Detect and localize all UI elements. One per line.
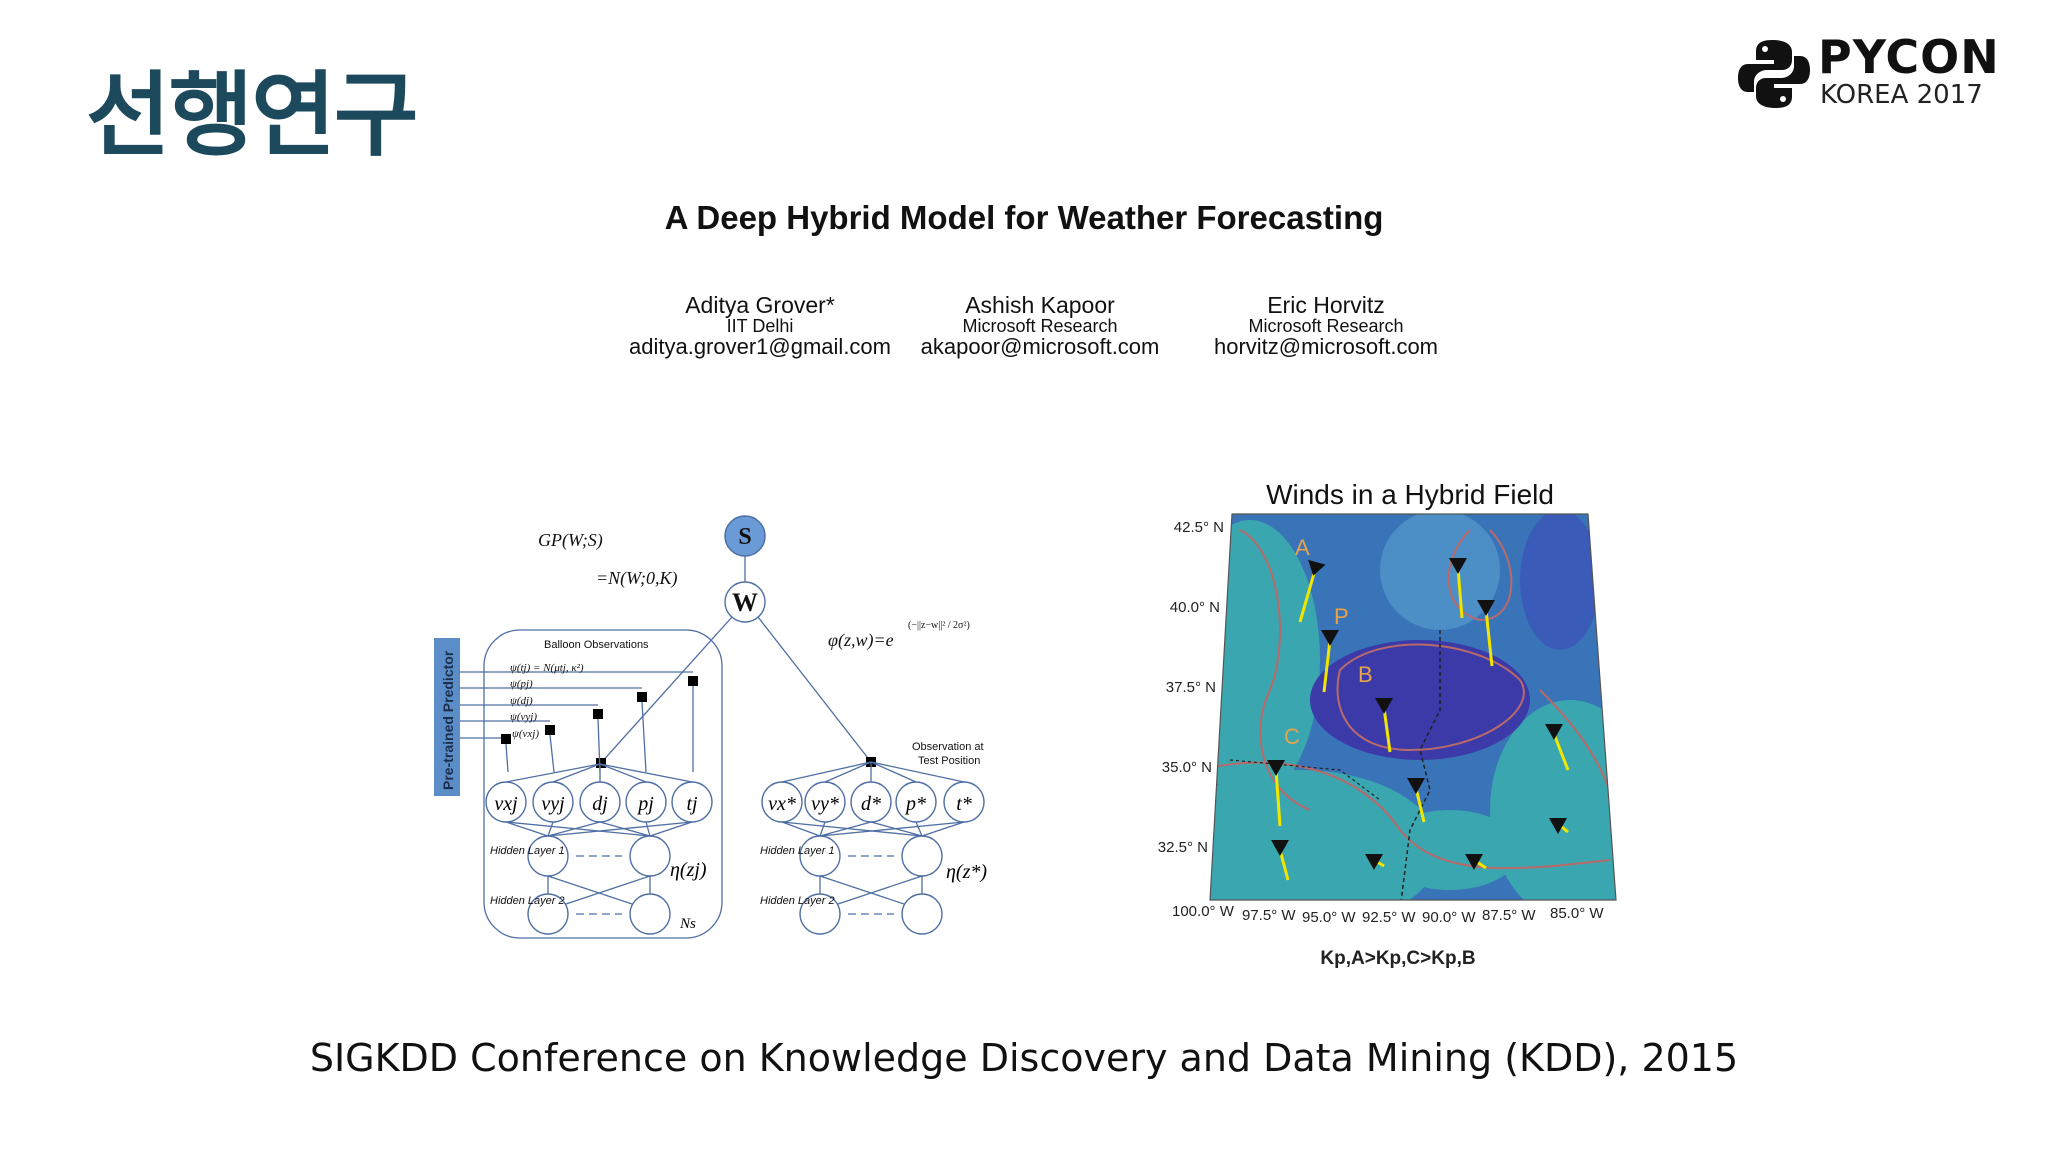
lon-label-2: 97.5° W — [1242, 907, 1296, 924]
test-title-1: Observation at — [912, 741, 984, 753]
node-w-label: W — [732, 588, 758, 617]
wind-arrows — [1267, 558, 1570, 881]
node-vy-label: vyj — [541, 793, 565, 815]
author-affiliation: Microsoft Research — [962, 316, 1118, 336]
kernel-exponent: (−||z−w||² / 2σ²) — [908, 620, 970, 631]
point-c: C — [1284, 724, 1300, 749]
lon-label-3: 95.0° W — [1302, 909, 1356, 926]
hidden2-right: Hidden Layer 2 — [760, 895, 835, 907]
psi-label-t: ψ(tj) = N(μtj, κ²) — [510, 662, 584, 674]
node-p-label: pj — [636, 793, 654, 815]
lon-label-1: 100.0° W — [1172, 903, 1235, 920]
pretrained-label: Pre-trained Predictor — [440, 650, 456, 790]
lat-label-4: 35.0° N — [1162, 759, 1212, 776]
psi-lines — [460, 671, 698, 773]
test-d-label: d* — [861, 793, 881, 815]
hidden2-left: Hidden Layer 2 — [490, 895, 565, 907]
wind-field-map: Winds in a Hybrid Field A P — [1158, 479, 1617, 969]
test-nodes — [761, 781, 985, 823]
logo-subtitle: KOREA 2017 — [1820, 80, 1983, 110]
test-title-2: Test Position — [918, 755, 980, 767]
lat-label-2: 40.0° N — [1170, 599, 1220, 616]
lon-label-4: 92.5° W — [1362, 909, 1416, 926]
lon-label-6: 87.5° W — [1482, 907, 1536, 924]
node-d-label: dj — [592, 793, 608, 815]
test-node-lines — [781, 761, 965, 783]
lat-label-3: 37.5° N — [1166, 679, 1216, 696]
test-t-label: t* — [956, 793, 972, 815]
gp-label: GP(W;S) — [538, 530, 603, 551]
author-1: Aditya Grover* IIT Delhi aditya.grover1@… — [600, 293, 920, 358]
lon-label-7: 85.0° W — [1550, 905, 1604, 922]
eta-star-label: η(z*) — [946, 861, 987, 883]
pretrained-bar — [434, 638, 460, 796]
hybrid-model-diagram: .ln{stroke:#4f6fa5;stroke-width:1.3;fill… — [434, 515, 987, 939]
author-affiliation: IIT Delhi — [726, 316, 794, 336]
pycon-logo: PYCON KOREA 2017 — [1736, 34, 1999, 114]
author-2: Ashish Kapoor Microsoft Research akapoor… — [880, 293, 1200, 358]
normal-label: =N(W;0,K) — [596, 568, 677, 589]
hidden-layers-left — [505, 821, 693, 935]
point-a: A — [1295, 535, 1310, 560]
kp-formula: Kp,A>Kp,C>Kp,B — [1320, 948, 1475, 969]
logo-wordmark: PYCON — [1818, 30, 2000, 84]
obs-nodes — [485, 781, 713, 823]
lat-label-5: 32.5° N — [1158, 839, 1208, 856]
paper-title: A Deep Hybrid Model for Weather Forecast… — [664, 199, 1384, 236]
lon-label-5: 90.0° W — [1422, 909, 1476, 926]
conference-caption: SIGKDD Conference on Knowledge Discovery… — [309, 1036, 1739, 1080]
author-3: Eric Horvitz Microsoft Research horvitz@… — [1166, 293, 1486, 358]
node-s-label: S — [738, 524, 751, 550]
test-p-label: p* — [904, 793, 926, 815]
author-affiliation: Microsoft Research — [1248, 316, 1404, 336]
hidden1-left: Hidden Layer 1 — [490, 845, 565, 857]
psi-label-vx: ψ(vxj) — [512, 728, 539, 740]
author-email: aditya.grover1@gmail.com — [629, 334, 891, 359]
hidden1-right: Hidden Layer 1 — [760, 845, 835, 857]
psi-label-p: ψ(pj) — [510, 678, 533, 690]
author-email: horvitz@microsoft.com — [1213, 334, 1439, 359]
lat-label-1: 42.5° N — [1174, 519, 1224, 536]
test-vy-label: vy* — [811, 793, 839, 815]
python-logo-icon — [1738, 40, 1810, 108]
eta-j-label: η(zj) — [670, 859, 707, 881]
map-title: Winds in a Hybrid Field — [1266, 479, 1554, 510]
obs-node-lines — [505, 763, 693, 783]
author-name: Ashish Kapoor — [965, 292, 1115, 318]
point-b: B — [1358, 662, 1373, 687]
plate-box — [483, 629, 723, 939]
node-w — [724, 581, 766, 623]
author-email: akapoor@microsoft.com — [920, 334, 1160, 359]
point-p: P — [1334, 604, 1349, 629]
map-field — [1210, 514, 1616, 900]
hidden-layers-right — [781, 821, 965, 935]
test-vx-label: vx* — [768, 793, 796, 815]
kernel-label: φ(z,w)=e — [828, 630, 894, 651]
plate-label: Ns — [679, 916, 696, 932]
node-vx-label: vxj — [494, 793, 518, 815]
author-name: Eric Horvitz — [1267, 292, 1385, 318]
slide-title: 선행연구 — [86, 62, 419, 169]
node-t-label: tj — [686, 793, 698, 815]
balloon-title: Balloon Observations — [544, 639, 649, 651]
psi-label-d: ψ(dj) — [510, 695, 533, 707]
author-name: Aditya Grover* — [685, 292, 835, 318]
psi-label-vy: ψ(vyj) — [510, 711, 537, 723]
